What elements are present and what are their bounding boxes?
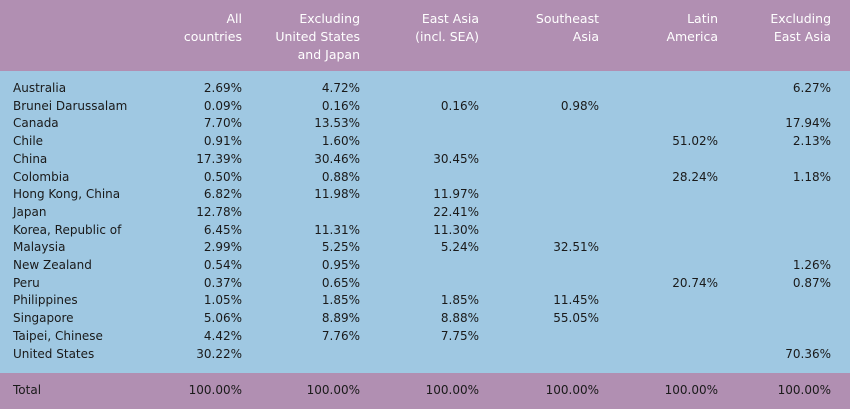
- table-cell: 2.13%: [792, 134, 831, 149]
- total-cell: 100.00%: [188, 383, 242, 397]
- row-label: Philippines: [13, 293, 78, 308]
- column-header: Latin America: [666, 11, 718, 44]
- table-cell: 5.25%: [321, 240, 360, 255]
- row-label: Singapore: [13, 311, 74, 326]
- table-cell: 8.88%: [440, 311, 479, 326]
- table-cell: 32.51%: [553, 240, 599, 255]
- row-label: Australia: [13, 81, 67, 95]
- table-cell: 1.85%: [440, 293, 479, 308]
- column-header: Southeast Asia: [535, 11, 599, 44]
- total-cell: 100.00%: [425, 383, 479, 397]
- total-cell: 100.00%: [777, 383, 831, 397]
- table-cell: 30.45%: [433, 151, 479, 166]
- table-cell: 0.16%: [440, 98, 479, 113]
- row-label: Taipei, Chinese: [13, 328, 103, 343]
- table-cell: 4.72%: [321, 81, 360, 95]
- table-cell: 6.45%: [203, 222, 242, 237]
- table-cell: 28.24%: [672, 169, 718, 184]
- table-cell: 0.37%: [203, 275, 242, 290]
- row-label: Colombia: [13, 169, 70, 184]
- total-cell: 100.00%: [664, 383, 718, 397]
- table-cell: 0.91%: [203, 134, 242, 149]
- table-cell: 55.05%: [553, 311, 599, 326]
- table-cell: 11.30%: [433, 222, 479, 237]
- column-header: Excluding East Asia: [770, 11, 831, 44]
- table-cell: 2.99%: [203, 240, 242, 255]
- table-cell: 5.06%: [203, 311, 242, 326]
- table-cell: 8.89%: [321, 311, 360, 326]
- table-cell: 1.26%: [792, 258, 831, 272]
- table-cell: 6.82%: [203, 187, 242, 202]
- row-label: Chile: [13, 134, 44, 149]
- table-cell: 1.18%: [792, 169, 831, 184]
- table-cell: 0.88%: [321, 169, 360, 184]
- table-cell: 11.98%: [314, 187, 360, 202]
- row-label: Japan: [13, 204, 47, 219]
- table-cell: 0.65%: [321, 275, 360, 290]
- table-cell: 6.27%: [792, 81, 831, 95]
- table-cell: 1.05%: [203, 293, 242, 308]
- table-cell: 0.09%: [203, 98, 242, 113]
- table-cell: 0.54%: [203, 258, 242, 272]
- header-band: [0, 0, 850, 71]
- table-cell: 0.50%: [203, 169, 242, 184]
- row-label: Peru: [13, 275, 40, 290]
- table-cell: 0.16%: [321, 98, 360, 113]
- table-cell: 20.74%: [672, 275, 718, 290]
- column-header: East Asia (incl. SEA): [415, 11, 479, 44]
- table-cell: 0.87%: [792, 275, 831, 290]
- table-cell: 11.45%: [553, 293, 599, 308]
- row-label: New Zealand: [13, 258, 92, 272]
- table-cell: 7.70%: [203, 116, 242, 131]
- table-cell: 70.36%: [785, 346, 831, 361]
- row-label: United States: [13, 346, 95, 361]
- row-label: Brunei Darussalam: [13, 98, 128, 113]
- table-cell: 2.69%: [203, 81, 242, 95]
- table-cell: 17.94%: [785, 116, 831, 131]
- table-cell: 30.46%: [314, 151, 360, 166]
- row-label: Canada: [13, 116, 59, 131]
- table-cell: 7.76%: [321, 328, 360, 343]
- table-cell: 11.31%: [314, 222, 360, 237]
- row-label: Korea, Republic of: [13, 222, 122, 237]
- table-cell: 4.42%: [203, 328, 242, 343]
- table-cell: 12.78%: [196, 204, 242, 219]
- table-cell: 0.98%: [560, 98, 599, 113]
- column-header: Excluding United States and Japan: [275, 11, 360, 62]
- total-cell: 100.00%: [545, 383, 599, 397]
- column-header: All countries: [183, 11, 242, 44]
- row-label: China: [13, 151, 48, 166]
- table-cell: 22.41%: [433, 204, 479, 219]
- table-cell: 11.97%: [433, 187, 479, 202]
- table-cell: 13.53%: [314, 116, 360, 131]
- total-cell: 100.00%: [306, 383, 360, 397]
- table-cell: 7.75%: [440, 328, 479, 343]
- table-cell: 30.22%: [196, 346, 242, 361]
- table-cell: 1.85%: [321, 293, 360, 308]
- table-cell: 5.24%: [440, 240, 479, 255]
- row-label: Hong Kong, China: [13, 187, 121, 202]
- table-cell: 17.39%: [196, 151, 242, 166]
- table-cell: 51.02%: [672, 134, 718, 149]
- table-cell: 1.60%: [321, 134, 360, 149]
- body-band: [0, 71, 850, 373]
- table-cell: 0.95%: [321, 258, 360, 272]
- row-label: Malaysia: [13, 240, 66, 255]
- total-band: [0, 373, 850, 409]
- total-label: Total: [13, 383, 42, 397]
